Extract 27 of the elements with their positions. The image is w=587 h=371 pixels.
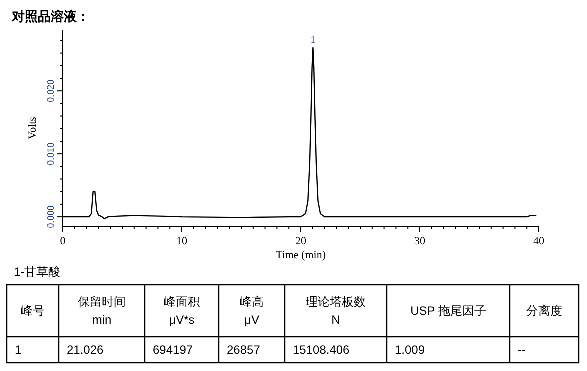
text: 26857 [227, 343, 261, 357]
annotation: 1 [310, 34, 316, 46]
y-tick-label: 0.010 [46, 142, 57, 166]
text: 694197 [153, 343, 194, 357]
text: 1 [15, 343, 22, 357]
text: 峰号 [21, 304, 45, 318]
text: 15108.406 [293, 343, 350, 357]
text: 保留时间 min [78, 295, 126, 327]
y-tick-label: 0.020 [46, 80, 57, 102]
text: 1-甘草酸 [14, 265, 61, 279]
x-axis-title: Time (min) [276, 250, 326, 262]
x-tick-label: 20 [296, 236, 307, 248]
text: 1.009 [395, 343, 426, 357]
x-tick-label: 40 [534, 236, 545, 248]
y-axis-title: Volts [27, 117, 39, 140]
x-tick-label: 10 [176, 236, 188, 248]
chart-title: 对照品溶液： [11, 9, 90, 24]
x-tick-label: 0 [60, 236, 66, 248]
text: 理论塔板数 N [306, 295, 366, 327]
text: 21.026 [67, 343, 104, 357]
text: 峰高 μV [240, 295, 264, 327]
text: 峰面积 μV*s [164, 295, 200, 327]
text: 分离度 [526, 304, 562, 318]
y-tick-label: 0.000 [46, 206, 57, 228]
x-tick-label: 30 [414, 236, 426, 248]
text: USP 拖尾因子 [410, 304, 486, 318]
text: -- [518, 343, 526, 357]
